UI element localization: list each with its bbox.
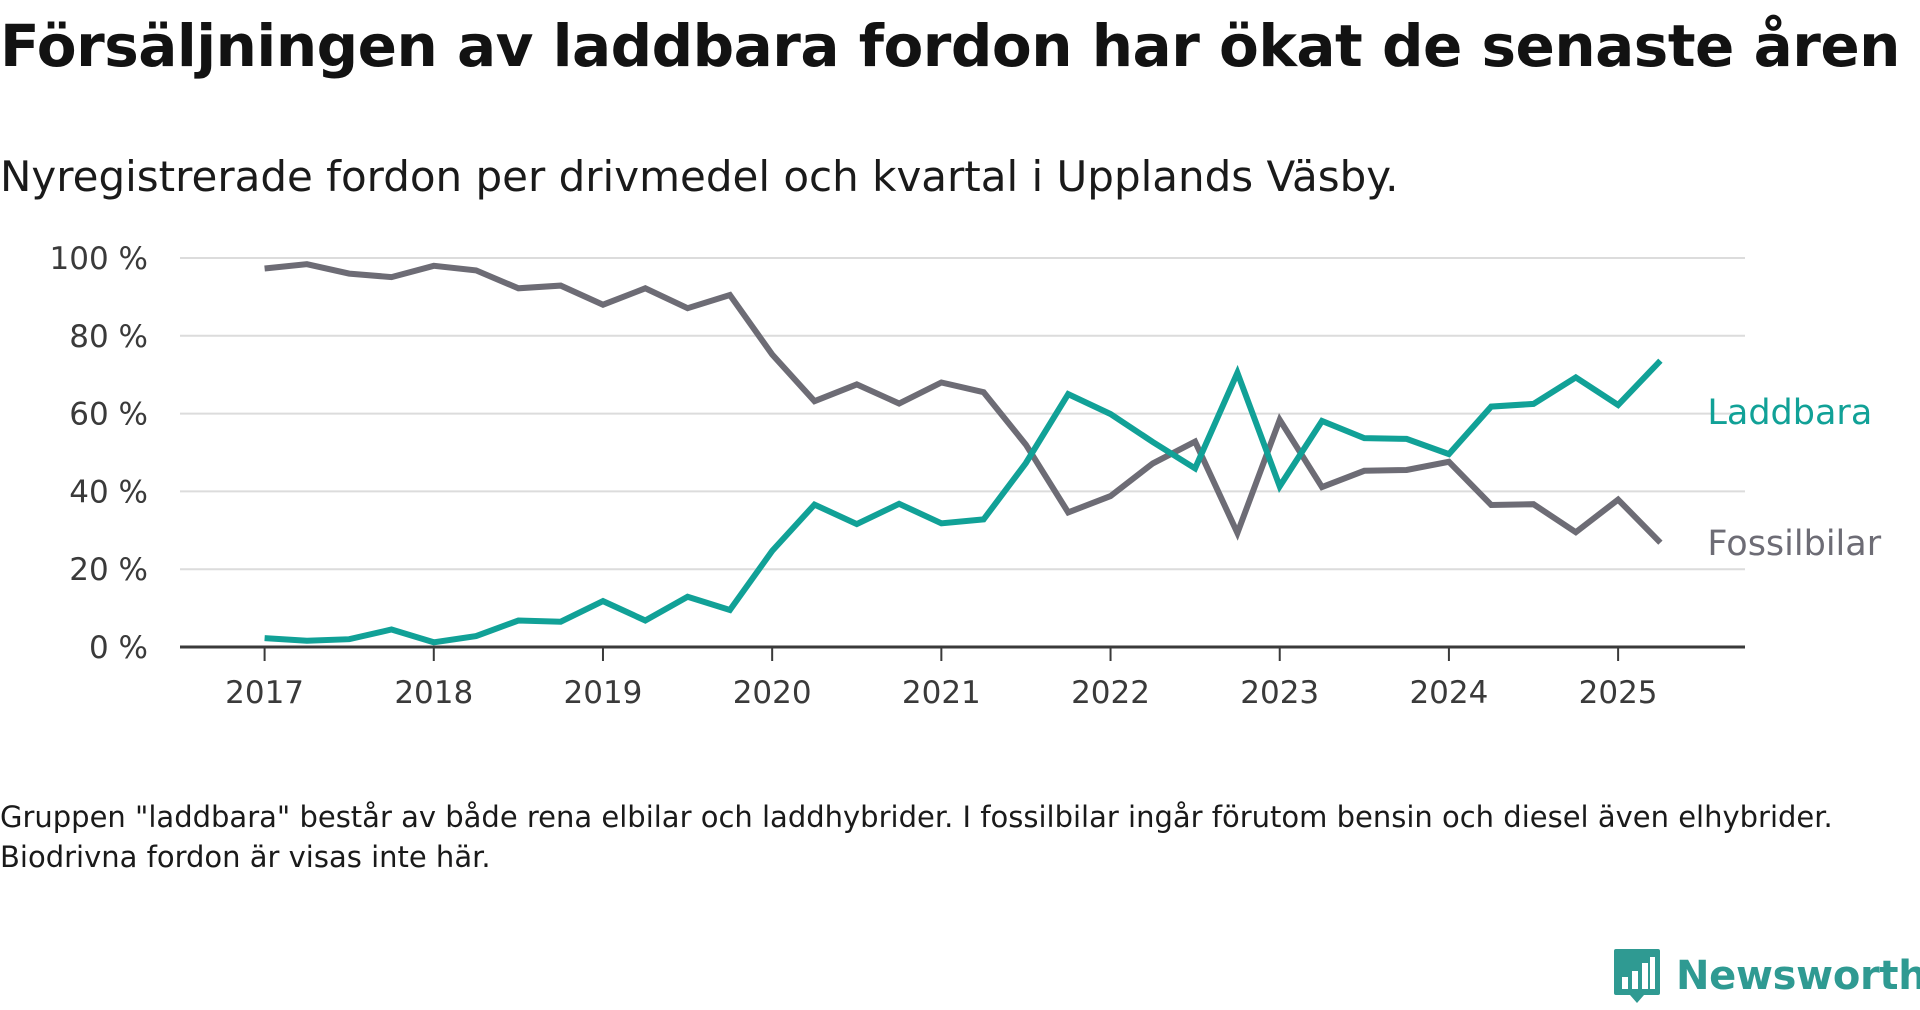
y-tick-label: 40 % — [69, 474, 148, 510]
brand-name: Newsworthy — [1676, 953, 1920, 999]
bar-chart-speech-bubble-icon — [1614, 949, 1660, 1003]
y-tick-label: 60 % — [69, 397, 148, 433]
chart-subtitle: Nyregistrerade fordon per drivmedel och … — [0, 152, 1399, 201]
x-tick-label: 2022 — [1071, 675, 1150, 711]
chart-title: Försäljningen av laddbara fordon har öka… — [0, 12, 1900, 80]
series-label-fossilbilar: Fossilbilar — [1707, 524, 1881, 564]
series-labels: Laddbara Fossilbilar — [1707, 393, 1881, 564]
x-tick-label: 2025 — [1579, 675, 1658, 711]
x-tick-label: 2019 — [564, 675, 643, 711]
x-tick-label: 2018 — [394, 675, 473, 711]
brand[interactable]: Newsworthy — [1612, 945, 1920, 1007]
y-tick-label: 20 % — [69, 552, 148, 588]
x-axis: 2017 2018 2019 2020 2021 2022 2023 2024 2025 — [180, 645, 1745, 711]
x-tick-label: 2020 — [733, 675, 812, 711]
chart-footnote: Gruppen "laddbara" består av både rena e… — [0, 800, 1833, 874]
x-tick-label: 2021 — [902, 675, 981, 711]
y-tick-label: 0 % — [89, 630, 148, 666]
y-axis: 0 % 20 % 40 % 60 % 80 % 100 % — [50, 241, 148, 666]
x-tick-label: 2017 — [225, 675, 304, 711]
x-tick-label: 2024 — [1409, 675, 1488, 711]
series-line-fossilbilar — [264, 261, 1663, 545]
x-tick-label: 2023 — [1240, 675, 1319, 711]
series-line-laddbara — [264, 358, 1663, 646]
series-lines — [264, 261, 1663, 646]
series-label-laddbara: Laddbara — [1707, 393, 1872, 433]
y-tick-label: 100 % — [50, 241, 148, 277]
y-tick-label: 80 % — [69, 319, 148, 355]
